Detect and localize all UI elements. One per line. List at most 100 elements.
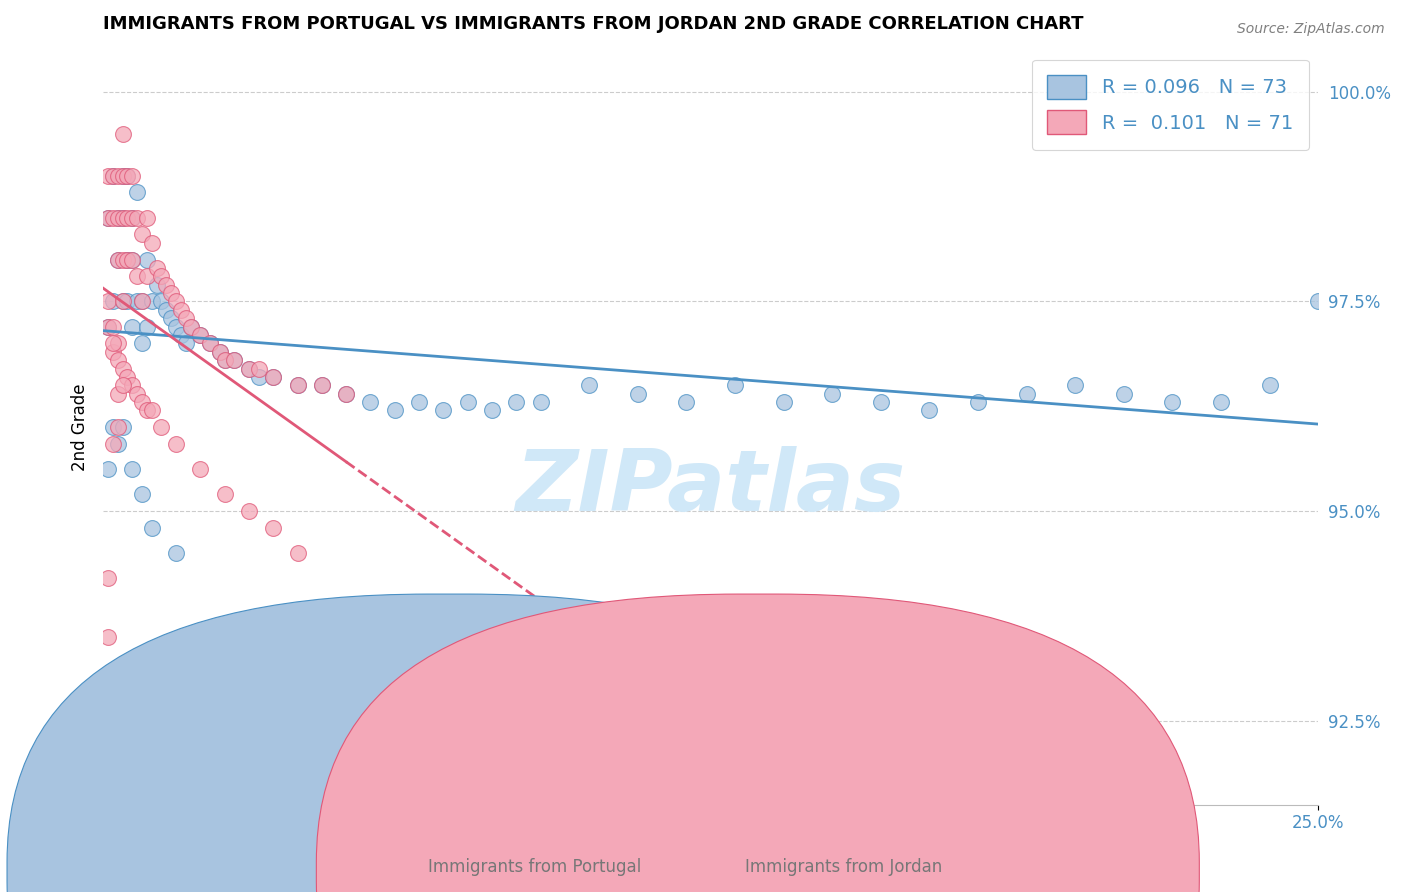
Point: [107, 252, 129, 267]
Point: [135, 252, 157, 267]
Point: [165, 437, 187, 451]
Point: [165, 294, 187, 309]
Text: ZIPatlas: ZIPatlas: [516, 446, 905, 529]
Point: [107, 336, 129, 351]
Point: [408, 395, 430, 409]
Point: [505, 395, 527, 409]
Point: [1258, 378, 1281, 392]
Point: [101, 420, 124, 434]
Point: [117, 252, 139, 267]
Point: [111, 169, 134, 183]
Point: [135, 319, 157, 334]
Point: [238, 361, 260, 376]
Point: [141, 403, 163, 417]
Point: [107, 211, 129, 225]
Point: [107, 169, 129, 183]
Point: [97, 211, 120, 225]
Point: [101, 169, 124, 183]
Point: [160, 311, 183, 326]
Point: [101, 169, 124, 183]
Point: [170, 328, 193, 343]
Point: [208, 344, 231, 359]
Point: [107, 386, 129, 401]
Point: [101, 437, 124, 451]
Point: [150, 294, 173, 309]
Point: [117, 370, 139, 384]
Point: [131, 294, 153, 309]
Point: [97, 462, 120, 476]
Point: [214, 353, 236, 368]
Point: [121, 319, 143, 334]
Point: [101, 319, 124, 334]
Point: [287, 378, 309, 392]
Point: [97, 571, 120, 585]
Point: [111, 294, 134, 309]
Point: [155, 302, 177, 317]
Point: [121, 378, 143, 392]
Point: [107, 353, 129, 368]
Text: Immigrants from Portugal: Immigrants from Portugal: [427, 858, 641, 876]
Point: [311, 378, 333, 392]
Point: [145, 277, 167, 292]
Point: [111, 252, 134, 267]
Point: [180, 319, 202, 334]
Point: [97, 630, 120, 644]
Point: [107, 420, 129, 434]
Text: IMMIGRANTS FROM PORTUGAL VS IMMIGRANTS FROM JORDAN 2ND GRADE CORRELATION CHART: IMMIGRANTS FROM PORTUGAL VS IMMIGRANTS F…: [103, 15, 1084, 33]
Point: [97, 211, 120, 225]
Point: [97, 294, 120, 309]
Point: [967, 395, 990, 409]
Point: [145, 260, 167, 275]
Point: [529, 395, 551, 409]
Point: [214, 353, 236, 368]
Point: [208, 344, 231, 359]
Point: [111, 169, 134, 183]
Point: [121, 252, 143, 267]
Point: [141, 294, 163, 309]
Point: [121, 211, 143, 225]
Point: [1161, 395, 1184, 409]
Point: [117, 211, 139, 225]
Point: [1015, 386, 1038, 401]
Point: [359, 395, 381, 409]
Point: [111, 294, 134, 309]
Point: [127, 294, 149, 309]
Point: [311, 378, 333, 392]
Point: [131, 336, 153, 351]
Point: [127, 211, 149, 225]
Text: Source: ZipAtlas.com: Source: ZipAtlas.com: [1237, 22, 1385, 37]
Point: [111, 361, 134, 376]
Point: [111, 127, 134, 141]
Point: [97, 319, 120, 334]
Point: [131, 294, 153, 309]
Point: [918, 403, 941, 417]
Point: [155, 277, 177, 292]
Point: [121, 169, 143, 183]
Point: [117, 169, 139, 183]
Point: [127, 386, 149, 401]
Point: [117, 294, 139, 309]
Point: [150, 269, 173, 284]
Point: [188, 328, 211, 343]
Point: [384, 403, 406, 417]
Point: [121, 252, 143, 267]
Point: [111, 378, 134, 392]
Point: [1308, 294, 1330, 309]
Point: [131, 227, 153, 242]
Point: [165, 319, 187, 334]
Point: [174, 336, 197, 351]
Point: [821, 386, 844, 401]
Point: [111, 211, 134, 225]
Point: [180, 319, 202, 334]
Point: [287, 546, 309, 560]
Point: [101, 336, 124, 351]
Point: [97, 319, 120, 334]
Point: [432, 403, 454, 417]
Point: [287, 378, 309, 392]
Point: [335, 386, 357, 401]
Point: [170, 302, 193, 317]
Point: [131, 487, 153, 501]
Point: [627, 386, 650, 401]
Point: [247, 361, 270, 376]
Point: [724, 378, 747, 392]
